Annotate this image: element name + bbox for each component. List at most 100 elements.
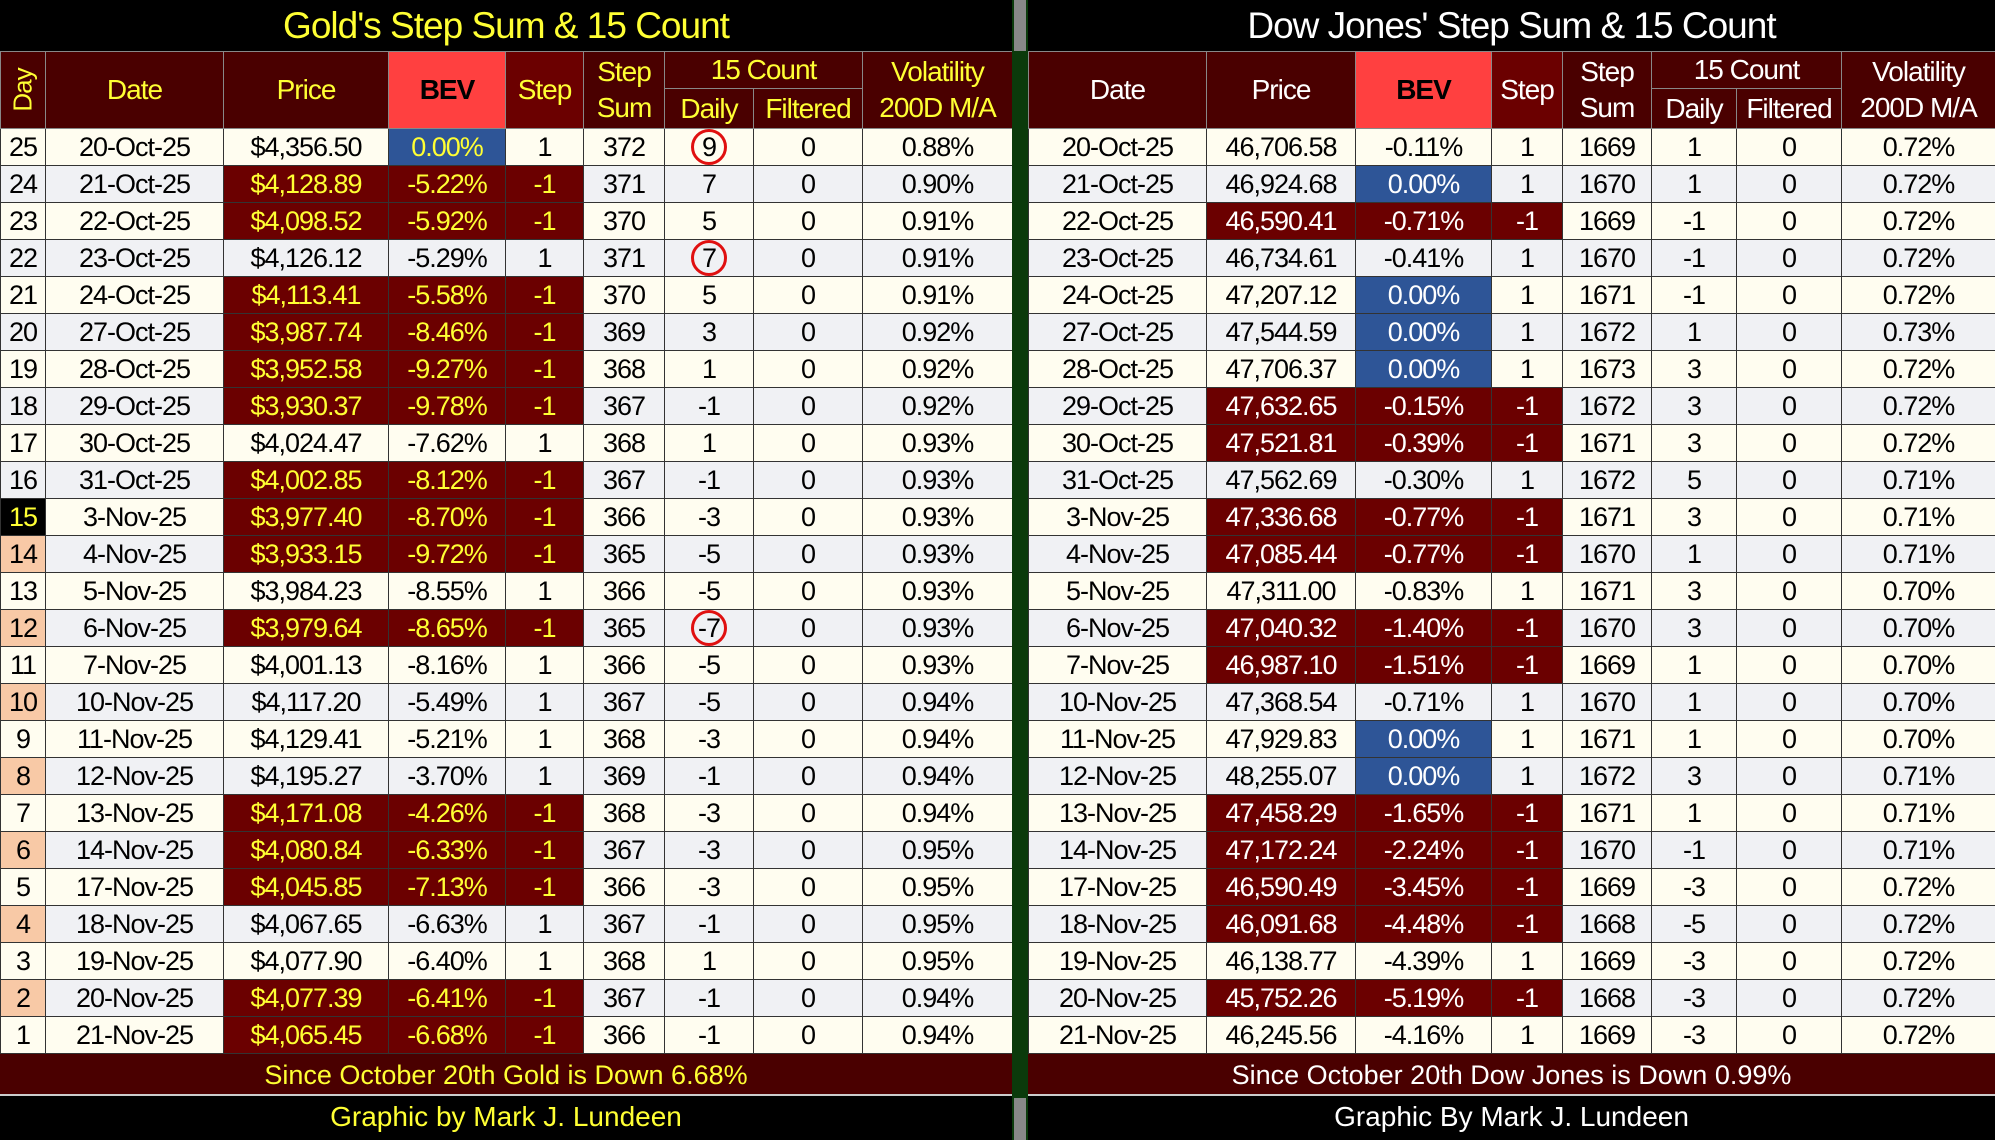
cell-date: 7-Nov-25	[45, 646, 224, 684]
cell-vol: 0.72%	[1841, 128, 1995, 166]
cell-daily: -1	[664, 905, 754, 943]
cell-daily: 1	[1651, 128, 1737, 166]
cell-daily: -1	[664, 387, 754, 425]
cell-price: 47,929.83	[1206, 720, 1356, 758]
cell-day: 3	[0, 942, 46, 980]
cell-filtered: 0	[752, 646, 864, 684]
cell-sum: 367	[583, 387, 665, 425]
cell-date: 21-Oct-25	[1028, 165, 1207, 203]
cell-bev: -0.71%	[1355, 683, 1492, 721]
cell-vol: 0.71%	[1841, 461, 1995, 499]
cell-price: 47,632.65	[1206, 387, 1356, 425]
table-row: 16 31-Oct-25 $4,002.85 -8.12% -1 367 -1 0 0.93%	[0, 461, 1014, 499]
cell-bev: -8.55%	[388, 572, 506, 610]
cell-step: -1	[505, 609, 584, 647]
table-row: 12 6-Nov-25 $3,979.64 -8.65% -1 365 -7 0 0.93%	[0, 609, 1014, 647]
cell-bev: -9.27%	[388, 350, 506, 388]
cell-step: -1	[1491, 535, 1563, 573]
cell-day: 11	[0, 646, 46, 684]
cell-price: $4,195.27	[223, 757, 389, 795]
table-row: 27-Oct-25 47,544.59 0.00% 1 1672 1 0 0.73%	[1028, 313, 1995, 351]
cell-bev: -0.71%	[1355, 202, 1492, 240]
cell-daily: 1	[1651, 683, 1737, 721]
cell-filtered: 0	[752, 942, 864, 980]
cell-vol: 0.91%	[862, 239, 1014, 277]
cell-vol: 0.90%	[862, 165, 1014, 203]
table-row: 13 5-Nov-25 $3,984.23 -8.55% 1 366 -5 0 0.93%	[0, 572, 1014, 610]
table-row: 24-Oct-25 47,207.12 0.00% 1 1671 -1 0 0.72%	[1028, 276, 1995, 314]
cell-bev: -1.65%	[1355, 794, 1492, 832]
cell-date: 3-Nov-25	[1028, 498, 1207, 536]
cell-step: -1	[505, 202, 584, 240]
table-row: 11 7-Nov-25 $4,001.13 -8.16% 1 366 -5 0 0.93%	[0, 646, 1014, 684]
cell-filtered: 0	[1735, 905, 1843, 943]
cell-day: 20	[0, 313, 46, 351]
cell-vol: 0.94%	[862, 1016, 1014, 1054]
cell-day: 19	[0, 350, 46, 388]
cell-day: 8	[0, 757, 46, 795]
cell-price: 46,590.49	[1206, 868, 1356, 906]
cell-filtered: 0	[1735, 276, 1843, 314]
cell-daily: 3	[1651, 498, 1737, 536]
cell-bev: -1.40%	[1355, 609, 1492, 647]
cell-date: 12-Nov-25	[1028, 757, 1207, 795]
table-row: 12-Nov-25 48,255.07 0.00% 1 1672 3 0 0.71%	[1028, 757, 1995, 795]
cell-sum: 367	[583, 461, 665, 499]
dow-credit: Graphic By Mark J. Lundeen	[1028, 1096, 1995, 1138]
cell-sum: 1671	[1562, 276, 1652, 314]
cell-filtered: 0	[1735, 831, 1843, 869]
cell-step: 1	[1491, 313, 1563, 351]
cell-date: 13-Nov-25	[1028, 794, 1207, 832]
header-date: Date	[45, 51, 224, 129]
cell-price: $3,979.64	[223, 609, 389, 647]
cell-date: 11-Nov-25	[45, 720, 224, 758]
cell-price: 47,562.69	[1206, 461, 1356, 499]
cell-step: 1	[505, 572, 584, 610]
cell-bev: -0.39%	[1355, 424, 1492, 462]
cell-filtered: 0	[1735, 498, 1843, 536]
cell-step: -1	[1491, 794, 1563, 832]
cell-step: 1	[1491, 720, 1563, 758]
cell-vol: 0.93%	[862, 498, 1014, 536]
cell-filtered: 0	[1735, 868, 1843, 906]
header-step-sum: Step Sum	[1562, 51, 1652, 129]
cell-bev: -3.45%	[1355, 868, 1492, 906]
table-row: 1 21-Nov-25 $4,065.45 -6.68% -1 366 -1 0 0.94%	[0, 1016, 1014, 1054]
cell-bev: -6.33%	[388, 831, 506, 869]
cell-filtered: 0	[1735, 535, 1843, 573]
cell-step: -1	[505, 868, 584, 906]
cell-sum: 365	[583, 609, 665, 647]
cell-sum: 1668	[1562, 905, 1652, 943]
cell-sum: 371	[583, 239, 665, 277]
cell-daily: -3	[1651, 942, 1737, 980]
table-row: 28-Oct-25 47,706.37 0.00% 1 1673 3 0 0.72%	[1028, 350, 1995, 388]
cell-price: 47,207.12	[1206, 276, 1356, 314]
table-row: 4-Nov-25 47,085.44 -0.77% -1 1670 1 0 0.71%	[1028, 535, 1995, 573]
cell-step: -1	[1491, 202, 1563, 240]
header-step: Step	[1491, 51, 1563, 129]
cell-date: 27-Oct-25	[1028, 313, 1207, 351]
cell-vol: 0.72%	[1841, 1016, 1995, 1054]
cell-daily: -3	[1651, 1016, 1737, 1054]
cell-daily: 1	[1651, 313, 1737, 351]
table-row: 7-Nov-25 46,987.10 -1.51% -1 1669 1 0 0.70%	[1028, 646, 1995, 684]
cell-date: 12-Nov-25	[45, 757, 224, 795]
cell-daily: 7	[664, 165, 754, 203]
cell-daily: -1	[664, 1016, 754, 1054]
cell-daily: 3	[1651, 609, 1737, 647]
cell-date: 3-Nov-25	[45, 498, 224, 536]
cell-price: 46,138.77	[1206, 942, 1356, 980]
cell-vol: 0.70%	[1841, 572, 1995, 610]
cell-step: 1	[1491, 572, 1563, 610]
cell-filtered: 0	[1735, 350, 1843, 388]
cell-day: 22	[0, 239, 46, 277]
header-bev: BEV	[1355, 51, 1492, 129]
cell-step: -1	[1491, 868, 1563, 906]
cell-date: 4-Nov-25	[45, 535, 224, 573]
table-row: 30-Oct-25 47,521.81 -0.39% -1 1671 3 0 0.72%	[1028, 424, 1995, 462]
cell-bev: -0.77%	[1355, 498, 1492, 536]
cell-price: $4,128.89	[223, 165, 389, 203]
cell-sum: 1670	[1562, 831, 1652, 869]
cell-step: 1	[1491, 683, 1563, 721]
table-row: 5-Nov-25 47,311.00 -0.83% 1 1671 3 0 0.70%	[1028, 572, 1995, 610]
